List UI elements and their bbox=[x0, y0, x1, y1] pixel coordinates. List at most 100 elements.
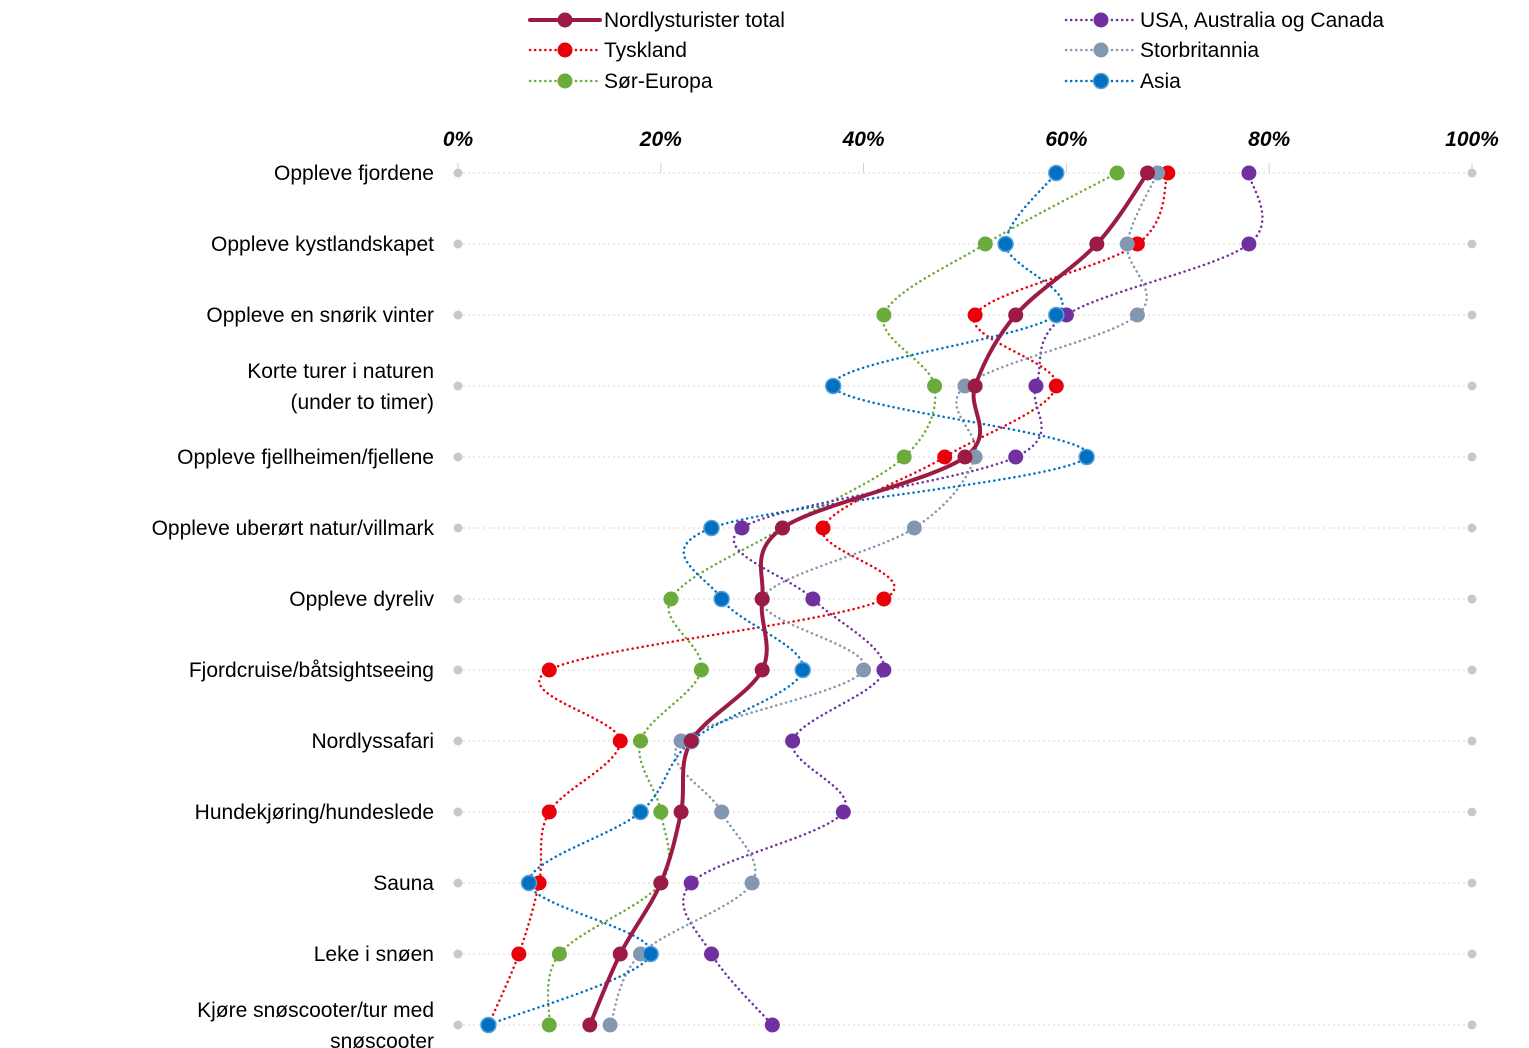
data-point-asia bbox=[480, 1016, 497, 1034]
gridline-end-dot bbox=[1467, 1020, 1477, 1030]
data-point-storbritannia bbox=[602, 1017, 618, 1033]
gridline-start-dot bbox=[453, 807, 463, 817]
legend-item-storbritannia: Storbritannia bbox=[1064, 39, 1259, 62]
series-line-usa-australia-og-canada bbox=[682, 171, 1264, 1027]
data-point-s-r-europa bbox=[653, 804, 669, 820]
data-point-asia bbox=[1048, 306, 1065, 324]
legend-label: Asia bbox=[1140, 70, 1181, 93]
category-label: Fjordcruise/båtsightseeing bbox=[189, 659, 434, 682]
category-label: Oppleve en snørik vinter bbox=[206, 304, 434, 327]
category-label: Kjøre snøscooter/tur med snøscooter bbox=[197, 999, 434, 1048]
data-point-asia bbox=[1078, 448, 1095, 466]
data-point-asia bbox=[824, 377, 842, 395]
category-label: Oppleve fjordene bbox=[274, 162, 434, 185]
data-point-storbritannia bbox=[856, 662, 872, 678]
data-point-usa-australia-og-canada bbox=[683, 875, 699, 891]
category-label: Oppleve kystlandskapet bbox=[211, 233, 434, 256]
gridline-end-dot bbox=[1467, 381, 1477, 391]
legend-label: Nordlysturister total bbox=[604, 9, 785, 32]
data-point-usa-australia-og-canada bbox=[1028, 378, 1044, 394]
data-point-asia bbox=[794, 661, 812, 679]
x-tick-label: 80% bbox=[1248, 128, 1290, 151]
x-tick-label: 40% bbox=[842, 128, 885, 151]
gridline-start-dot bbox=[453, 736, 463, 746]
category-label: Sauna bbox=[373, 872, 434, 895]
data-point-usa-australia-og-canada bbox=[805, 591, 821, 607]
data-point-s-r-europa bbox=[896, 449, 912, 465]
gridline-end-dot bbox=[1467, 523, 1477, 533]
x-tick-label: 60% bbox=[1045, 128, 1087, 151]
legend-label: Sør-Europa bbox=[604, 70, 713, 93]
data-point-usa-australia-og-canada bbox=[734, 520, 750, 536]
category-label: Nordlyssafari bbox=[311, 730, 434, 753]
data-point-nordlysturister-total bbox=[754, 662, 770, 678]
gridline-start-dot bbox=[453, 168, 463, 178]
gridline-end-dot bbox=[1467, 594, 1477, 604]
x-tick-label: 20% bbox=[639, 128, 682, 151]
legend-label: USA, Australia og Canada bbox=[1140, 9, 1384, 32]
data-point-usa-australia-og-canada bbox=[1008, 449, 1024, 465]
data-point-nordlysturister-total bbox=[967, 378, 983, 394]
data-point-s-r-europa bbox=[927, 378, 943, 394]
data-point-nordlysturister-total bbox=[957, 449, 973, 465]
legend-item-tyskland: Tyskland bbox=[528, 39, 687, 62]
legend-marker bbox=[1092, 72, 1110, 90]
gridline-start-dot bbox=[453, 452, 463, 462]
gridline-start-dot bbox=[453, 381, 463, 391]
series-points bbox=[480, 164, 1257, 1034]
data-point-storbritannia bbox=[714, 804, 730, 820]
legend-item-nordlysturister-total: Nordlysturister total bbox=[528, 9, 785, 32]
gridline-end-dot bbox=[1467, 310, 1477, 320]
legend-item-usa-australia-og-canada: USA, Australia og Canada bbox=[1064, 9, 1384, 32]
data-point-usa-australia-og-canada bbox=[876, 662, 892, 678]
grid bbox=[453, 163, 1477, 1030]
data-point-tyskland bbox=[612, 733, 628, 749]
data-point-asia bbox=[632, 803, 649, 821]
x-axis: 0% 20% 40% 60% 80% 100% bbox=[443, 128, 1499, 151]
legend-label: Storbritannia bbox=[1140, 39, 1259, 62]
data-point-nordlysturister-total bbox=[653, 875, 669, 891]
data-point-nordlysturister-total bbox=[1140, 165, 1156, 181]
gridline-end-dot bbox=[1467, 736, 1477, 746]
gridline-start-dot bbox=[453, 878, 463, 888]
data-point-s-r-europa bbox=[1109, 165, 1125, 181]
data-point-storbritannia bbox=[744, 875, 760, 891]
legend-item-s-r-europa: Sør-Europa bbox=[528, 70, 713, 93]
data-point-asia bbox=[520, 874, 538, 892]
data-point-usa-australia-og-canada bbox=[1241, 236, 1257, 252]
legend-marker bbox=[557, 42, 573, 58]
data-point-usa-australia-og-canada bbox=[704, 946, 719, 962]
data-point-s-r-europa bbox=[541, 1017, 557, 1033]
gridline-end-dot bbox=[1467, 807, 1477, 817]
gridline-start-dot bbox=[453, 310, 463, 320]
data-point-s-r-europa bbox=[633, 733, 649, 749]
data-point-storbritannia bbox=[1129, 307, 1145, 323]
gridline-end-dot bbox=[1467, 878, 1477, 888]
legend-label: Tyskland bbox=[604, 39, 687, 62]
gridline-end-dot bbox=[1467, 239, 1477, 249]
data-point-nordlysturister-total bbox=[582, 1017, 598, 1033]
data-point-usa-australia-og-canada bbox=[764, 1017, 780, 1033]
category-label: Korte turer i naturen (under to timer) bbox=[247, 360, 434, 414]
gridline-end-dot bbox=[1467, 452, 1477, 462]
legend: Nordlysturister total Tyskland Sør-Europa U… bbox=[528, 9, 1384, 93]
data-point-asia bbox=[703, 519, 720, 537]
data-point-asia bbox=[1048, 164, 1065, 182]
data-point-tyskland bbox=[1048, 378, 1064, 394]
data-point-tyskland bbox=[967, 307, 983, 323]
legend-marker bbox=[557, 73, 573, 89]
category-label: Leke i snøen bbox=[314, 943, 434, 966]
data-point-nordlysturister-total bbox=[1008, 307, 1024, 323]
data-point-s-r-europa bbox=[977, 236, 993, 252]
category-label: Oppleve fjellheimen/fjellene bbox=[177, 446, 434, 469]
data-point-tyskland bbox=[876, 591, 892, 607]
gridline-end-dot bbox=[1467, 168, 1477, 178]
data-point-nordlysturister-total bbox=[683, 733, 699, 749]
data-point-usa-australia-og-canada bbox=[1241, 165, 1257, 181]
data-point-nordlysturister-total bbox=[1089, 236, 1105, 252]
gridline-start-dot bbox=[453, 949, 463, 959]
data-point-asia bbox=[642, 945, 659, 963]
legend-item-asia: Asia bbox=[1064, 70, 1181, 93]
gridline-start-dot bbox=[453, 523, 463, 533]
data-point-asia bbox=[997, 235, 1014, 253]
